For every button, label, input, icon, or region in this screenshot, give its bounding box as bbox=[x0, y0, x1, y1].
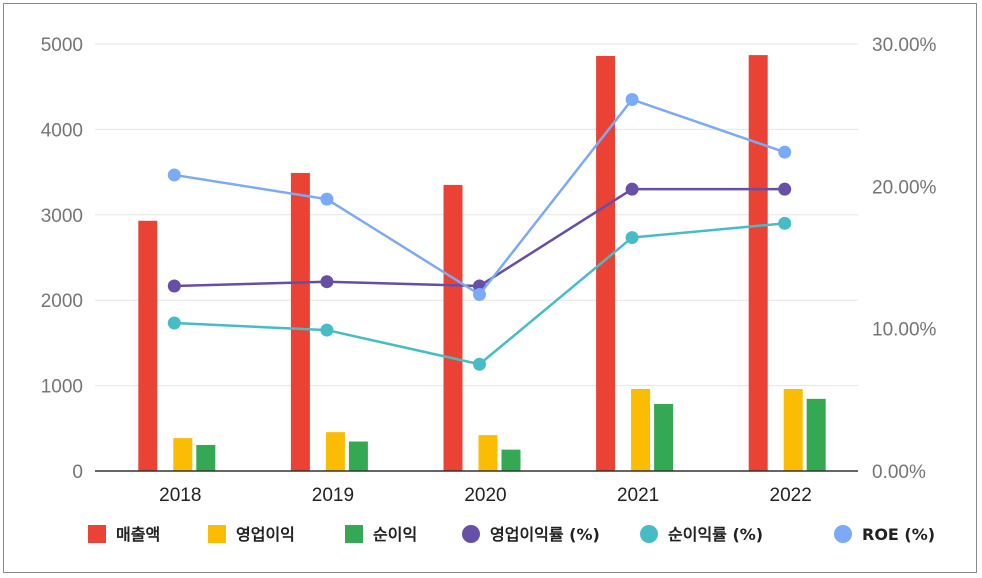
data-point bbox=[320, 323, 334, 337]
series-line bbox=[174, 187, 785, 288]
y-right-tick-label: 0.00% bbox=[872, 462, 926, 483]
bar bbox=[290, 172, 310, 472]
x-tick-label: 2021 bbox=[617, 485, 659, 506]
y-right-tick-label: 10.00% bbox=[872, 320, 937, 341]
bar bbox=[173, 438, 193, 471]
legend-label: 순이익 bbox=[373, 525, 417, 544]
legend-swatch bbox=[462, 525, 480, 543]
y-right-tick-label: 20.00% bbox=[872, 177, 937, 198]
legend-swatch bbox=[345, 525, 363, 543]
y-right-tick-label: 30.00% bbox=[872, 35, 937, 56]
bar bbox=[478, 435, 498, 471]
data-point bbox=[167, 279, 181, 293]
bar bbox=[654, 403, 674, 471]
bar bbox=[596, 55, 616, 472]
data-point bbox=[625, 93, 639, 107]
bar bbox=[806, 398, 826, 471]
legend-label: 영업이익 bbox=[236, 525, 295, 544]
data-point bbox=[167, 316, 181, 330]
legend-label: 순이익률 (%) bbox=[668, 525, 763, 544]
legend-swatch bbox=[834, 525, 852, 543]
data-point bbox=[473, 357, 486, 371]
bar bbox=[196, 444, 216, 471]
data-point bbox=[473, 288, 486, 302]
data-point bbox=[320, 275, 334, 289]
legend-label: 매출액 bbox=[116, 525, 160, 544]
bar bbox=[138, 220, 158, 471]
x-tick-label: 2020 bbox=[464, 485, 506, 506]
series-line bbox=[174, 98, 786, 297]
y-left-tick-label: 3000 bbox=[41, 206, 83, 227]
data-point bbox=[778, 145, 792, 159]
y-left-tick-label: 0 bbox=[72, 462, 83, 483]
x-tick-label: 2022 bbox=[770, 485, 812, 506]
legend-swatch bbox=[640, 525, 658, 543]
legend-swatch bbox=[208, 525, 226, 543]
y-left-tick-label: 4000 bbox=[41, 120, 83, 141]
y-left-tick-label: 5000 bbox=[41, 35, 83, 56]
bar bbox=[748, 55, 768, 472]
x-tick-label: 2018 bbox=[159, 485, 201, 506]
bar bbox=[443, 184, 463, 471]
data-point bbox=[778, 216, 792, 230]
y-left-tick-label: 1000 bbox=[41, 377, 83, 398]
data-point bbox=[778, 182, 792, 196]
bar bbox=[501, 449, 521, 471]
bar bbox=[783, 389, 803, 471]
x-tick-label: 2019 bbox=[312, 485, 354, 506]
legend-swatch bbox=[88, 525, 106, 543]
bar bbox=[631, 389, 651, 471]
bar bbox=[348, 441, 368, 471]
legend-label: 영업이익률 (%) bbox=[490, 525, 600, 544]
data-point bbox=[625, 231, 639, 245]
y-left-tick-label: 2000 bbox=[41, 291, 83, 312]
data-point bbox=[625, 182, 639, 196]
legend-label: ROE (%) bbox=[862, 525, 935, 544]
chart-frame bbox=[3, 3, 977, 573]
bar bbox=[325, 432, 345, 471]
data-point bbox=[320, 192, 334, 206]
data-point bbox=[167, 168, 181, 182]
